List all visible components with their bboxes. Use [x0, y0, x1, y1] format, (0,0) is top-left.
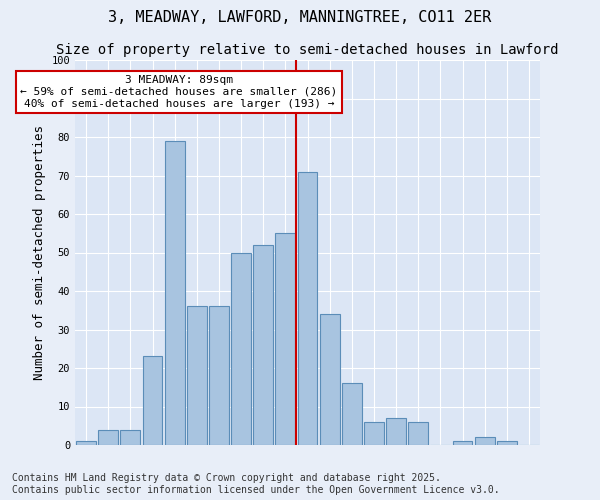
Text: Contains HM Land Registry data © Crown copyright and database right 2025.
Contai: Contains HM Land Registry data © Crown c…	[12, 474, 500, 495]
Bar	[408, 422, 428, 445]
Bar	[475, 438, 494, 445]
Bar	[342, 384, 362, 445]
Bar	[121, 430, 140, 445]
Text: 3 MEADWAY: 89sqm
← 59% of semi-detached houses are smaller (286)
40% of semi-det: 3 MEADWAY: 89sqm ← 59% of semi-detached …	[20, 76, 338, 108]
Bar	[187, 306, 207, 445]
Bar	[386, 418, 406, 445]
Bar	[143, 356, 163, 445]
Title: Size of property relative to semi-detached houses in Lawford: Size of property relative to semi-detach…	[56, 44, 559, 58]
Y-axis label: Number of semi-detached properties: Number of semi-detached properties	[33, 125, 46, 380]
Bar	[253, 245, 273, 445]
Bar	[98, 430, 118, 445]
Bar	[364, 422, 384, 445]
Bar	[298, 172, 317, 445]
Bar	[275, 233, 295, 445]
Bar	[452, 441, 472, 445]
Text: 3, MEADWAY, LAWFORD, MANNINGTREE, CO11 2ER: 3, MEADWAY, LAWFORD, MANNINGTREE, CO11 2…	[109, 10, 491, 25]
Bar	[164, 141, 185, 445]
Bar	[231, 252, 251, 445]
Bar	[497, 441, 517, 445]
Bar	[76, 441, 96, 445]
Bar	[320, 314, 340, 445]
Bar	[209, 306, 229, 445]
